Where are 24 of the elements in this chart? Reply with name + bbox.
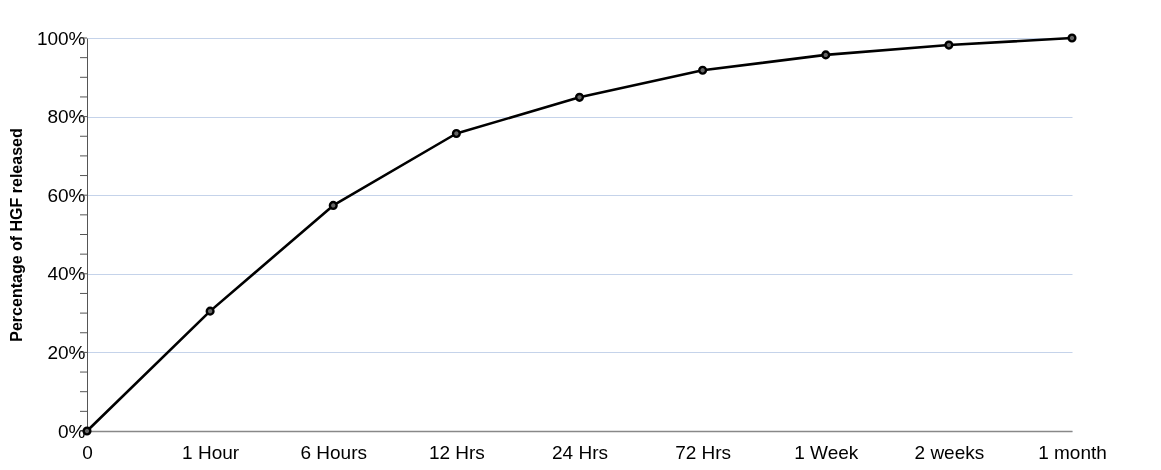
y-tick-label: 20% [47,341,86,363]
y-tick-label: 80% [47,106,86,128]
x-tick-label: 0 [82,441,93,463]
point [451,128,461,139]
x-tick-label: 24 Hrs [552,441,608,463]
x-tick-label: 1 Week [794,441,859,463]
x-tick-label: 1 Hour [182,441,240,463]
point [944,40,954,50]
x-tick-label: 1 month [1038,441,1107,463]
x-tick-label: 6 Hours [300,441,368,463]
point [1067,33,1077,43]
x-tick-label: 72 Hrs [675,441,732,463]
point [574,92,585,102]
y-tick-label: 100% [36,27,86,49]
y-tick-label: 60% [47,184,86,206]
y-axis-title: Percentage of HGF released [7,128,25,342]
y-tick-label: 40% [47,263,86,285]
point [821,50,831,60]
x-tick-label: 12 Hrs [428,441,485,463]
point [205,306,215,316]
x-tick-label: 2 weeks [914,441,985,463]
point [698,65,708,75]
y-tick-label: 0% [58,420,86,442]
point [328,200,338,210]
